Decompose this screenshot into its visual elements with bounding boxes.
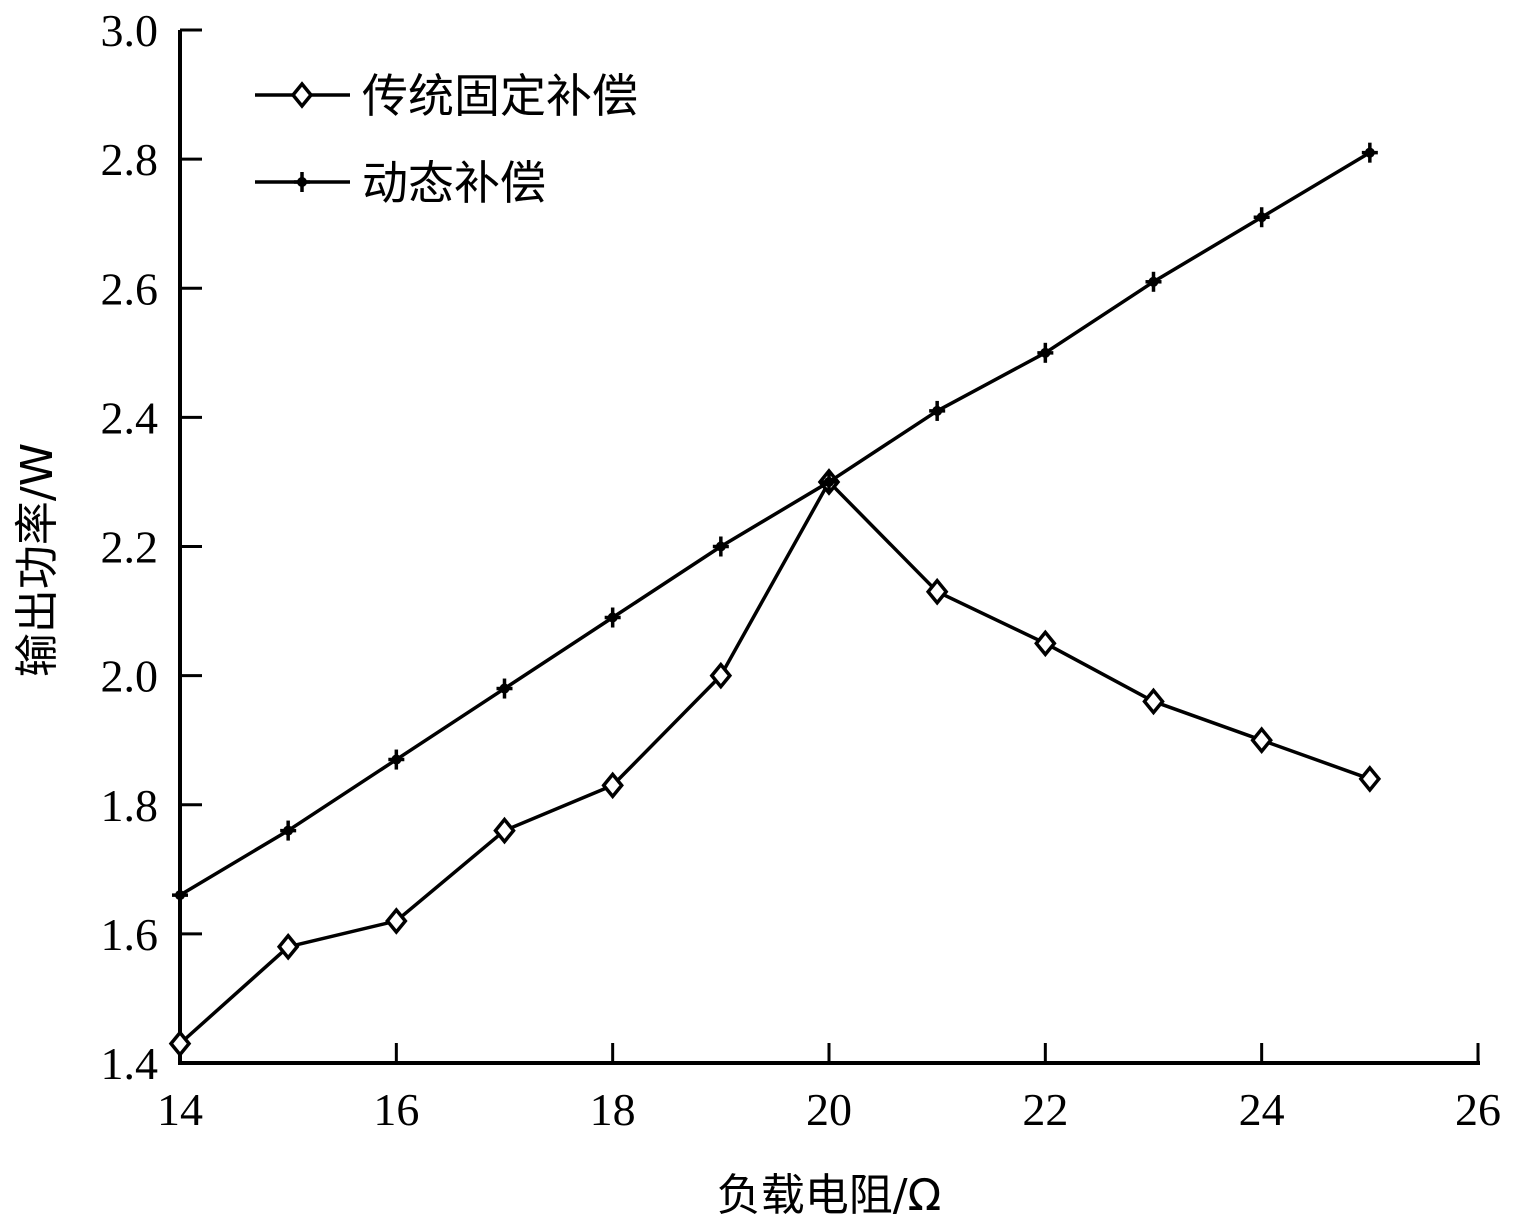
diamond-marker-icon (168, 1029, 192, 1058)
series-line (179, 151, 1371, 897)
diamond-marker-icon (925, 577, 949, 606)
legend-label: 动态补偿 (362, 156, 546, 210)
star-marker-icon (172, 885, 188, 906)
diamond-marker-icon (290, 81, 314, 109)
y-axis-title: 输出功率/W (12, 443, 63, 677)
star-marker-icon (388, 749, 405, 770)
star-marker-icon (280, 820, 297, 841)
diamond-marker-icon (276, 933, 300, 961)
y-tick-label: 2.0 (101, 651, 159, 702)
axes: 1.4 1.6 1.8 2.0 2.2 2.4 2.6 2.8 3.0 14 16 18 20 22 24 2… (101, 5, 1502, 1135)
star-marker-icon (1037, 342, 1054, 363)
x-tick-label: 26 (1455, 1084, 1501, 1135)
y-tick-label: 2.8 (101, 134, 159, 185)
x-tick-label: 22 (1022, 1084, 1068, 1135)
x-tick-label: 18 (590, 1084, 636, 1135)
star-marker-icon (712, 536, 729, 557)
series-traditional-fixed (168, 468, 1382, 1058)
x-tick-label: 14 (157, 1084, 203, 1135)
y-tick-label: 2.2 (101, 522, 159, 573)
series-dynamic (172, 142, 1378, 906)
y-tick-label: 2.4 (101, 392, 159, 443)
x-axis-title: 负载电阻/Ω (717, 1170, 941, 1221)
star-marker-icon (1253, 207, 1270, 228)
legend-label: 传统固定补偿 (362, 69, 638, 123)
x-tick-label: 16 (373, 1084, 419, 1135)
diamond-marker-icon (385, 907, 408, 935)
diamond-marker-icon (1142, 687, 1165, 716)
x-tick-label: 24 (1239, 1084, 1285, 1135)
x-tick-label: 20 (806, 1084, 852, 1135)
diamond-marker-icon (493, 816, 516, 845)
diamond-marker-icon (709, 661, 733, 690)
star-marker-icon (1145, 271, 1162, 292)
star-marker-icon (294, 172, 310, 192)
diamond-marker-icon (1358, 765, 1382, 793)
y-tick-label: 2.6 (101, 263, 159, 314)
star-marker-icon (929, 400, 946, 421)
series-line (178, 480, 1371, 1045)
star-marker-icon (1361, 142, 1378, 163)
y-tick-label: 1.4 (101, 1038, 159, 1089)
y-tick-label: 1.8 (101, 780, 159, 831)
star-marker-icon (496, 678, 513, 699)
diamond-marker-icon (1034, 629, 1057, 658)
diamond-marker-icon (601, 771, 624, 800)
star-marker-icon (604, 607, 621, 628)
y-tick-label: 1.6 (101, 909, 159, 960)
legend-item: 传统固定补偿 (255, 69, 638, 123)
legend-item: 动态补偿 (255, 156, 546, 210)
star-marker-icon (821, 471, 837, 492)
diamond-marker-icon (1250, 726, 1273, 754)
series-layer (168, 142, 1382, 1058)
y-tick-label: 3.0 (101, 5, 159, 56)
